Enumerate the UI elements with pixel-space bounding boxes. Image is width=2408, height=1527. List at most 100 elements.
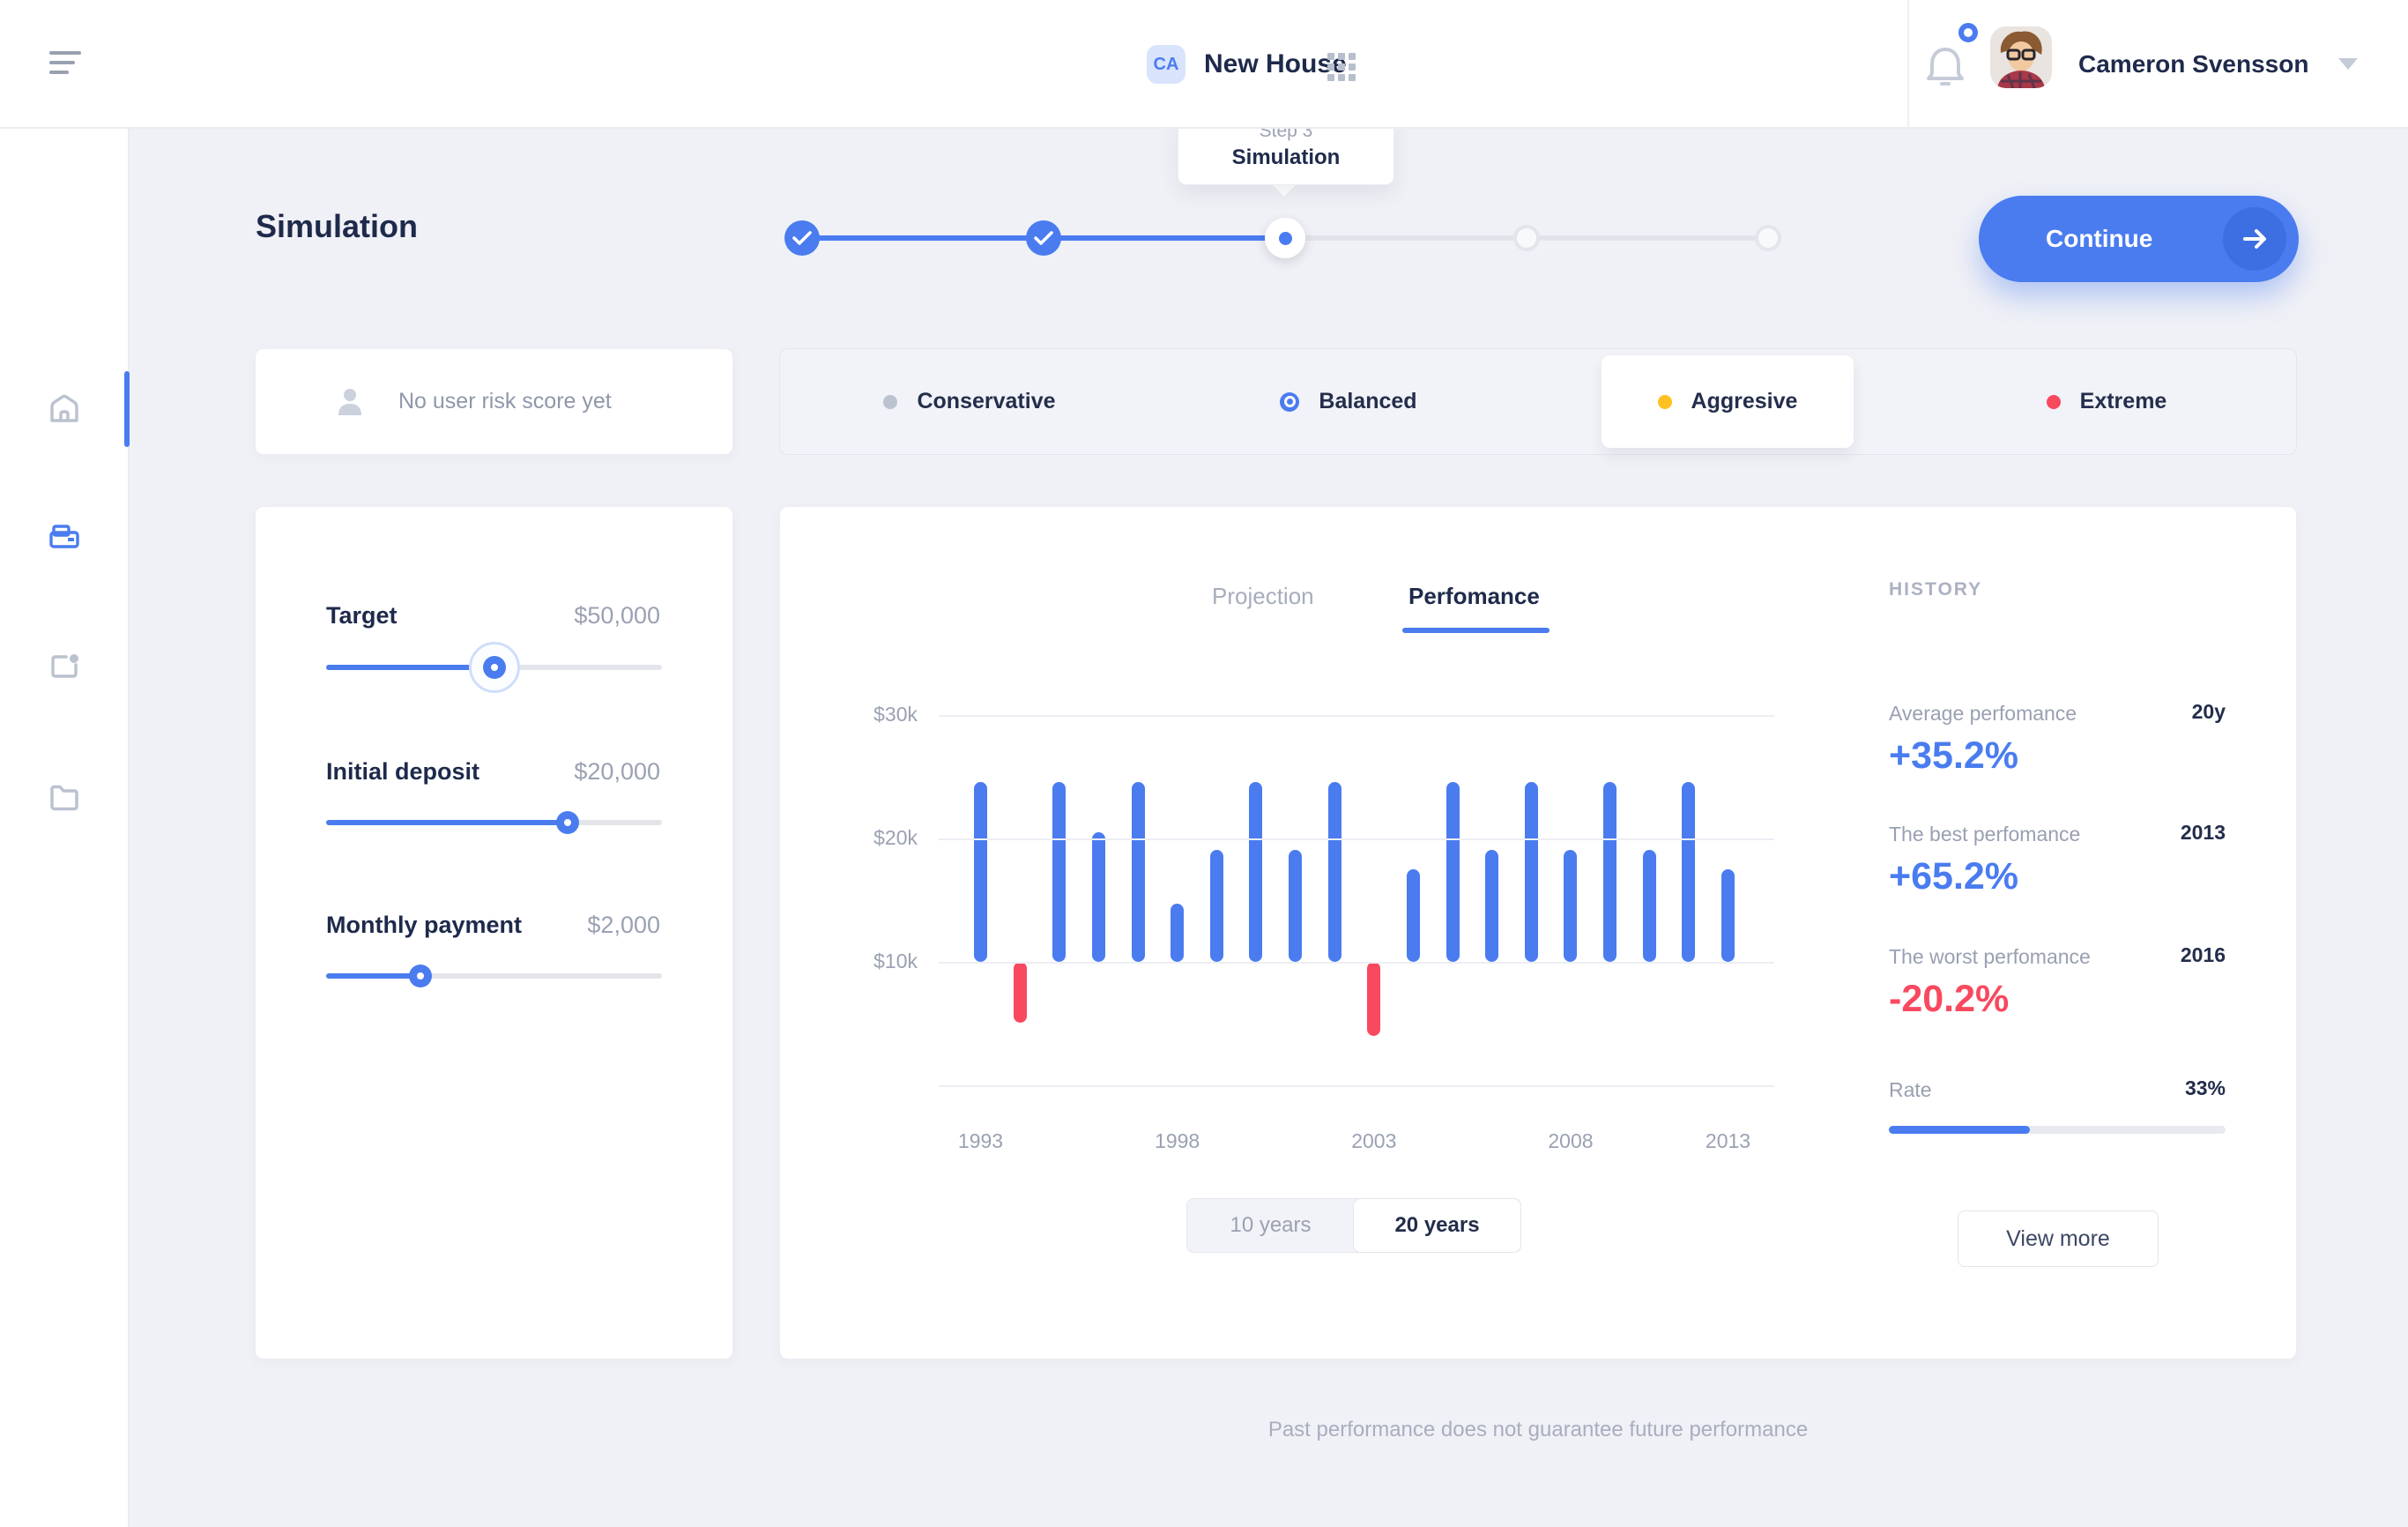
risk-level-conservative[interactable]: Conservative — [780, 349, 1159, 454]
slider-thumb[interactable] — [408, 965, 432, 987]
tooltip-step-label: Simulation — [1231, 145, 1341, 169]
sidebar-item-notes[interactable] — [47, 649, 82, 684]
slider-track[interactable] — [326, 973, 662, 979]
workspace-badge[interactable]: CA — [1147, 45, 1185, 84]
risk-level-content: Extreme — [2046, 389, 2166, 414]
chart-bar — [974, 781, 987, 962]
risk-level-aggresive[interactable]: Aggresive — [1538, 349, 1917, 454]
tab-perfomance[interactable]: Perfomance — [1408, 583, 1540, 609]
x-tick-label: 2013 — [1705, 1129, 1751, 1152]
slider-2[interactable] — [326, 965, 662, 987]
risk-dot-icon — [1657, 394, 1672, 409]
home-icon — [50, 394, 78, 422]
chart-bar — [1603, 781, 1617, 962]
range-toggle: 10 years 20 years — [1186, 1198, 1521, 1253]
risk-score-card[interactable]: No user risk score yet — [255, 348, 733, 455]
history-stats: Rate 33% Average perfomance 20y +35.2% The … — [1889, 507, 2226, 1360]
top-bar: CA New House Cameron Svensson — [0, 0, 2408, 129]
y-tick-label: $30k — [873, 703, 918, 726]
slider-value-0: $50,000 — [574, 602, 660, 629]
chart-bar — [1171, 904, 1185, 962]
user-name[interactable]: Cameron Svensson — [2078, 50, 2309, 78]
rate-label: Rate — [1889, 1078, 1932, 1101]
slider-thumb[interactable] — [556, 811, 580, 834]
slider-fill — [326, 820, 569, 825]
sidebar — [0, 129, 130, 1527]
history-title: HISTORY — [1889, 579, 1983, 600]
risk-level-extreme[interactable]: Extreme — [1917, 349, 2296, 454]
rate-progress-bar — [1889, 1126, 2226, 1134]
sidebar-item-wallet[interactable] — [47, 520, 82, 555]
view-more-button[interactable]: View more — [1958, 1210, 2159, 1267]
bell-icon[interactable] — [1924, 42, 1966, 88]
stat-label-2: The worst perfomance — [1889, 945, 2091, 968]
slider-track[interactable] — [326, 820, 662, 825]
range-20-years[interactable]: 20 years — [1354, 1199, 1520, 1252]
stat-value-0: +35.2% — [1889, 734, 2019, 777]
stat-value-2: -20.2% — [1889, 978, 2010, 1020]
slider-label-1: Initial deposit — [326, 758, 480, 785]
risk-level-label: Conservative — [917, 389, 1056, 413]
chart-bar — [1406, 869, 1420, 962]
tab-projection[interactable]: Projection — [1212, 583, 1314, 609]
slider-value-1: $20,000 — [574, 758, 660, 785]
stat-label-0: Average perfomance — [1889, 702, 2077, 725]
chart-bar — [1367, 962, 1381, 1036]
x-axis-ticks: 1993 1998 2003 2008 2013 — [958, 1129, 1750, 1158]
radio-hole — [1283, 396, 1296, 407]
risk-level-selector: Conservative Balanced Aggresive Extreme — [779, 348, 2297, 455]
chevron-down-icon[interactable] — [2338, 58, 2358, 70]
chart-bar — [1564, 849, 1578, 962]
step-node-3-current[interactable] — [1265, 218, 1305, 258]
chart-bar — [1524, 781, 1538, 962]
x-tick-label: 2008 — [1548, 1129, 1594, 1152]
slider-thumb[interactable] — [482, 656, 506, 679]
step-node-2-completed[interactable] — [1026, 220, 1061, 256]
arrow-right-icon — [2223, 207, 2286, 271]
slider-0[interactable] — [326, 642, 662, 693]
simulation-settings-card: Period − 7 years + Cancel Default Target… — [255, 506, 733, 1359]
stat-value-1: +65.2% — [1889, 855, 2019, 898]
continue-label: Continue — [2046, 225, 2153, 252]
bar-chart — [974, 766, 1735, 1050]
current-step-dot — [1278, 231, 1292, 245]
menu-icon[interactable] — [49, 51, 83, 78]
risk-selected-card: Aggresive — [1602, 355, 1854, 448]
chart-bar — [1327, 781, 1341, 962]
avatar[interactable] — [1990, 26, 2052, 88]
stat-meta-2: 2016 — [2180, 943, 2226, 966]
step-node-5-upcoming[interactable] — [1755, 225, 1781, 251]
stat-label-1: The best perfomance — [1889, 823, 2081, 845]
risk-level-content: Balanced — [1280, 389, 1417, 414]
step-node-1-completed[interactable] — [784, 220, 820, 256]
chart-bar — [1721, 869, 1735, 962]
sidebar-active-indicator — [124, 371, 130, 447]
radio-selected-icon — [1280, 391, 1300, 412]
y-tick-label: $20k — [873, 826, 918, 849]
slider-fill — [326, 973, 420, 979]
folder-icon — [50, 785, 78, 811]
step-node-4-upcoming[interactable] — [1513, 225, 1540, 251]
sidebar-item-folder[interactable] — [47, 779, 82, 815]
gridline-20k — [939, 838, 1774, 840]
notes-icon — [51, 654, 78, 678]
risk-level-balanced[interactable]: Balanced — [1159, 349, 1538, 454]
rate-value: 33% — [2184, 1076, 2226, 1099]
continue-button[interactable]: Continue — [1979, 196, 2299, 282]
active-tab-underline — [1402, 628, 1550, 633]
range-10-years[interactable]: 10 years — [1187, 1199, 1354, 1252]
apps-grid-icon[interactable] — [1327, 53, 1356, 81]
risk-level-label: Aggresive — [1691, 389, 1798, 413]
stat-meta-1: 2013 — [2180, 821, 2226, 844]
chart-bar — [1052, 781, 1067, 962]
sidebar-item-home[interactable] — [47, 391, 82, 427]
gridline-30k — [939, 715, 1774, 717]
slider-label-2: Monthly payment — [326, 912, 523, 938]
x-tick-label: 1993 — [957, 1129, 1004, 1152]
page-title: Simulation — [256, 208, 419, 244]
slider-1[interactable] — [326, 811, 662, 834]
x-tick-label: 2003 — [1351, 1129, 1397, 1152]
stepper — [784, 212, 1786, 264]
wallet-icon — [49, 525, 79, 548]
y-tick-label: $10k — [873, 950, 918, 972]
